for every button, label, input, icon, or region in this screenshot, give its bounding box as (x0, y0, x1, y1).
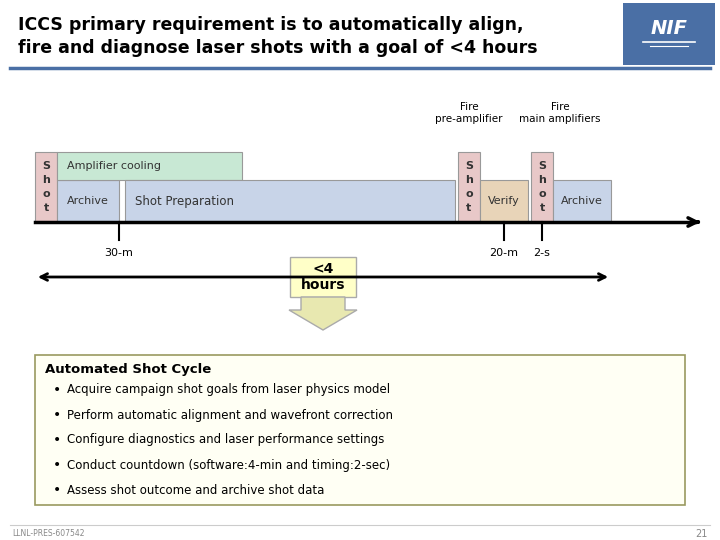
Polygon shape (289, 297, 357, 330)
Text: S
h
o
t: S h o t (42, 161, 50, 213)
Text: •: • (53, 433, 61, 447)
Text: fire and diagnose laser shots with a goal of <4 hours: fire and diagnose laser shots with a goa… (18, 39, 538, 57)
FancyBboxPatch shape (125, 180, 455, 222)
FancyBboxPatch shape (57, 180, 119, 222)
Text: •: • (53, 408, 61, 422)
Text: •: • (53, 458, 61, 472)
Text: •: • (53, 483, 61, 497)
Text: Archive: Archive (67, 196, 109, 206)
FancyBboxPatch shape (480, 180, 528, 222)
Text: 20-m: 20-m (490, 248, 518, 258)
Text: ICCS primary requirement is to automatically align,: ICCS primary requirement is to automatic… (18, 16, 523, 34)
FancyBboxPatch shape (531, 152, 553, 222)
Text: Fire
main amplifiers: Fire main amplifiers (519, 103, 600, 124)
Text: Automated Shot Cycle: Automated Shot Cycle (45, 362, 211, 375)
Text: S
h
o
t: S h o t (538, 161, 546, 213)
Text: 21: 21 (696, 529, 708, 539)
Text: <4
hours: <4 hours (301, 262, 346, 292)
Text: Archive: Archive (561, 196, 603, 206)
Text: Acquire campaign shot goals from laser physics model: Acquire campaign shot goals from laser p… (67, 383, 390, 396)
Text: LLNL-PRES-607542: LLNL-PRES-607542 (12, 530, 84, 538)
FancyBboxPatch shape (57, 152, 242, 180)
Text: Configure diagnostics and laser performance settings: Configure diagnostics and laser performa… (67, 434, 384, 447)
Text: NIF: NIF (650, 18, 688, 37)
Text: 2-s: 2-s (534, 248, 550, 258)
Text: 30-m: 30-m (104, 248, 133, 258)
FancyBboxPatch shape (290, 257, 356, 297)
Text: Perform automatic alignment and wavefront correction: Perform automatic alignment and wavefron… (67, 408, 393, 422)
Text: Shot Preparation: Shot Preparation (135, 194, 234, 207)
FancyBboxPatch shape (35, 152, 57, 222)
Text: •: • (53, 383, 61, 397)
Text: Assess shot outcome and archive shot data: Assess shot outcome and archive shot dat… (67, 483, 325, 496)
Text: Conduct countdown (software:4-min and timing:2-sec): Conduct countdown (software:4-min and ti… (67, 458, 390, 471)
FancyBboxPatch shape (623, 3, 715, 65)
Text: Fire
pre-amplifier: Fire pre-amplifier (436, 103, 503, 124)
Text: S
h
o
t: S h o t (465, 161, 473, 213)
FancyBboxPatch shape (553, 180, 611, 222)
Text: Amplifier cooling: Amplifier cooling (67, 161, 161, 171)
Text: Verify: Verify (488, 196, 520, 206)
FancyBboxPatch shape (35, 355, 685, 505)
FancyBboxPatch shape (458, 152, 480, 222)
